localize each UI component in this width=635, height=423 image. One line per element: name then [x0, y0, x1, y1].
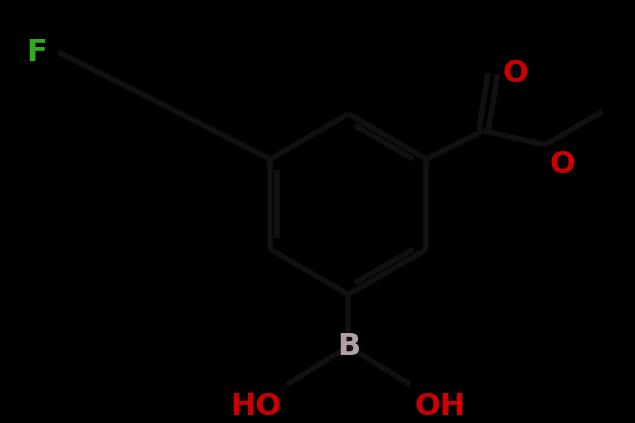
Text: HO: HO: [231, 392, 282, 421]
Text: OH: OH: [415, 392, 466, 421]
Text: F: F: [27, 38, 48, 67]
Text: O: O: [550, 150, 576, 179]
Text: O: O: [502, 59, 528, 88]
Text: B: B: [337, 332, 360, 361]
